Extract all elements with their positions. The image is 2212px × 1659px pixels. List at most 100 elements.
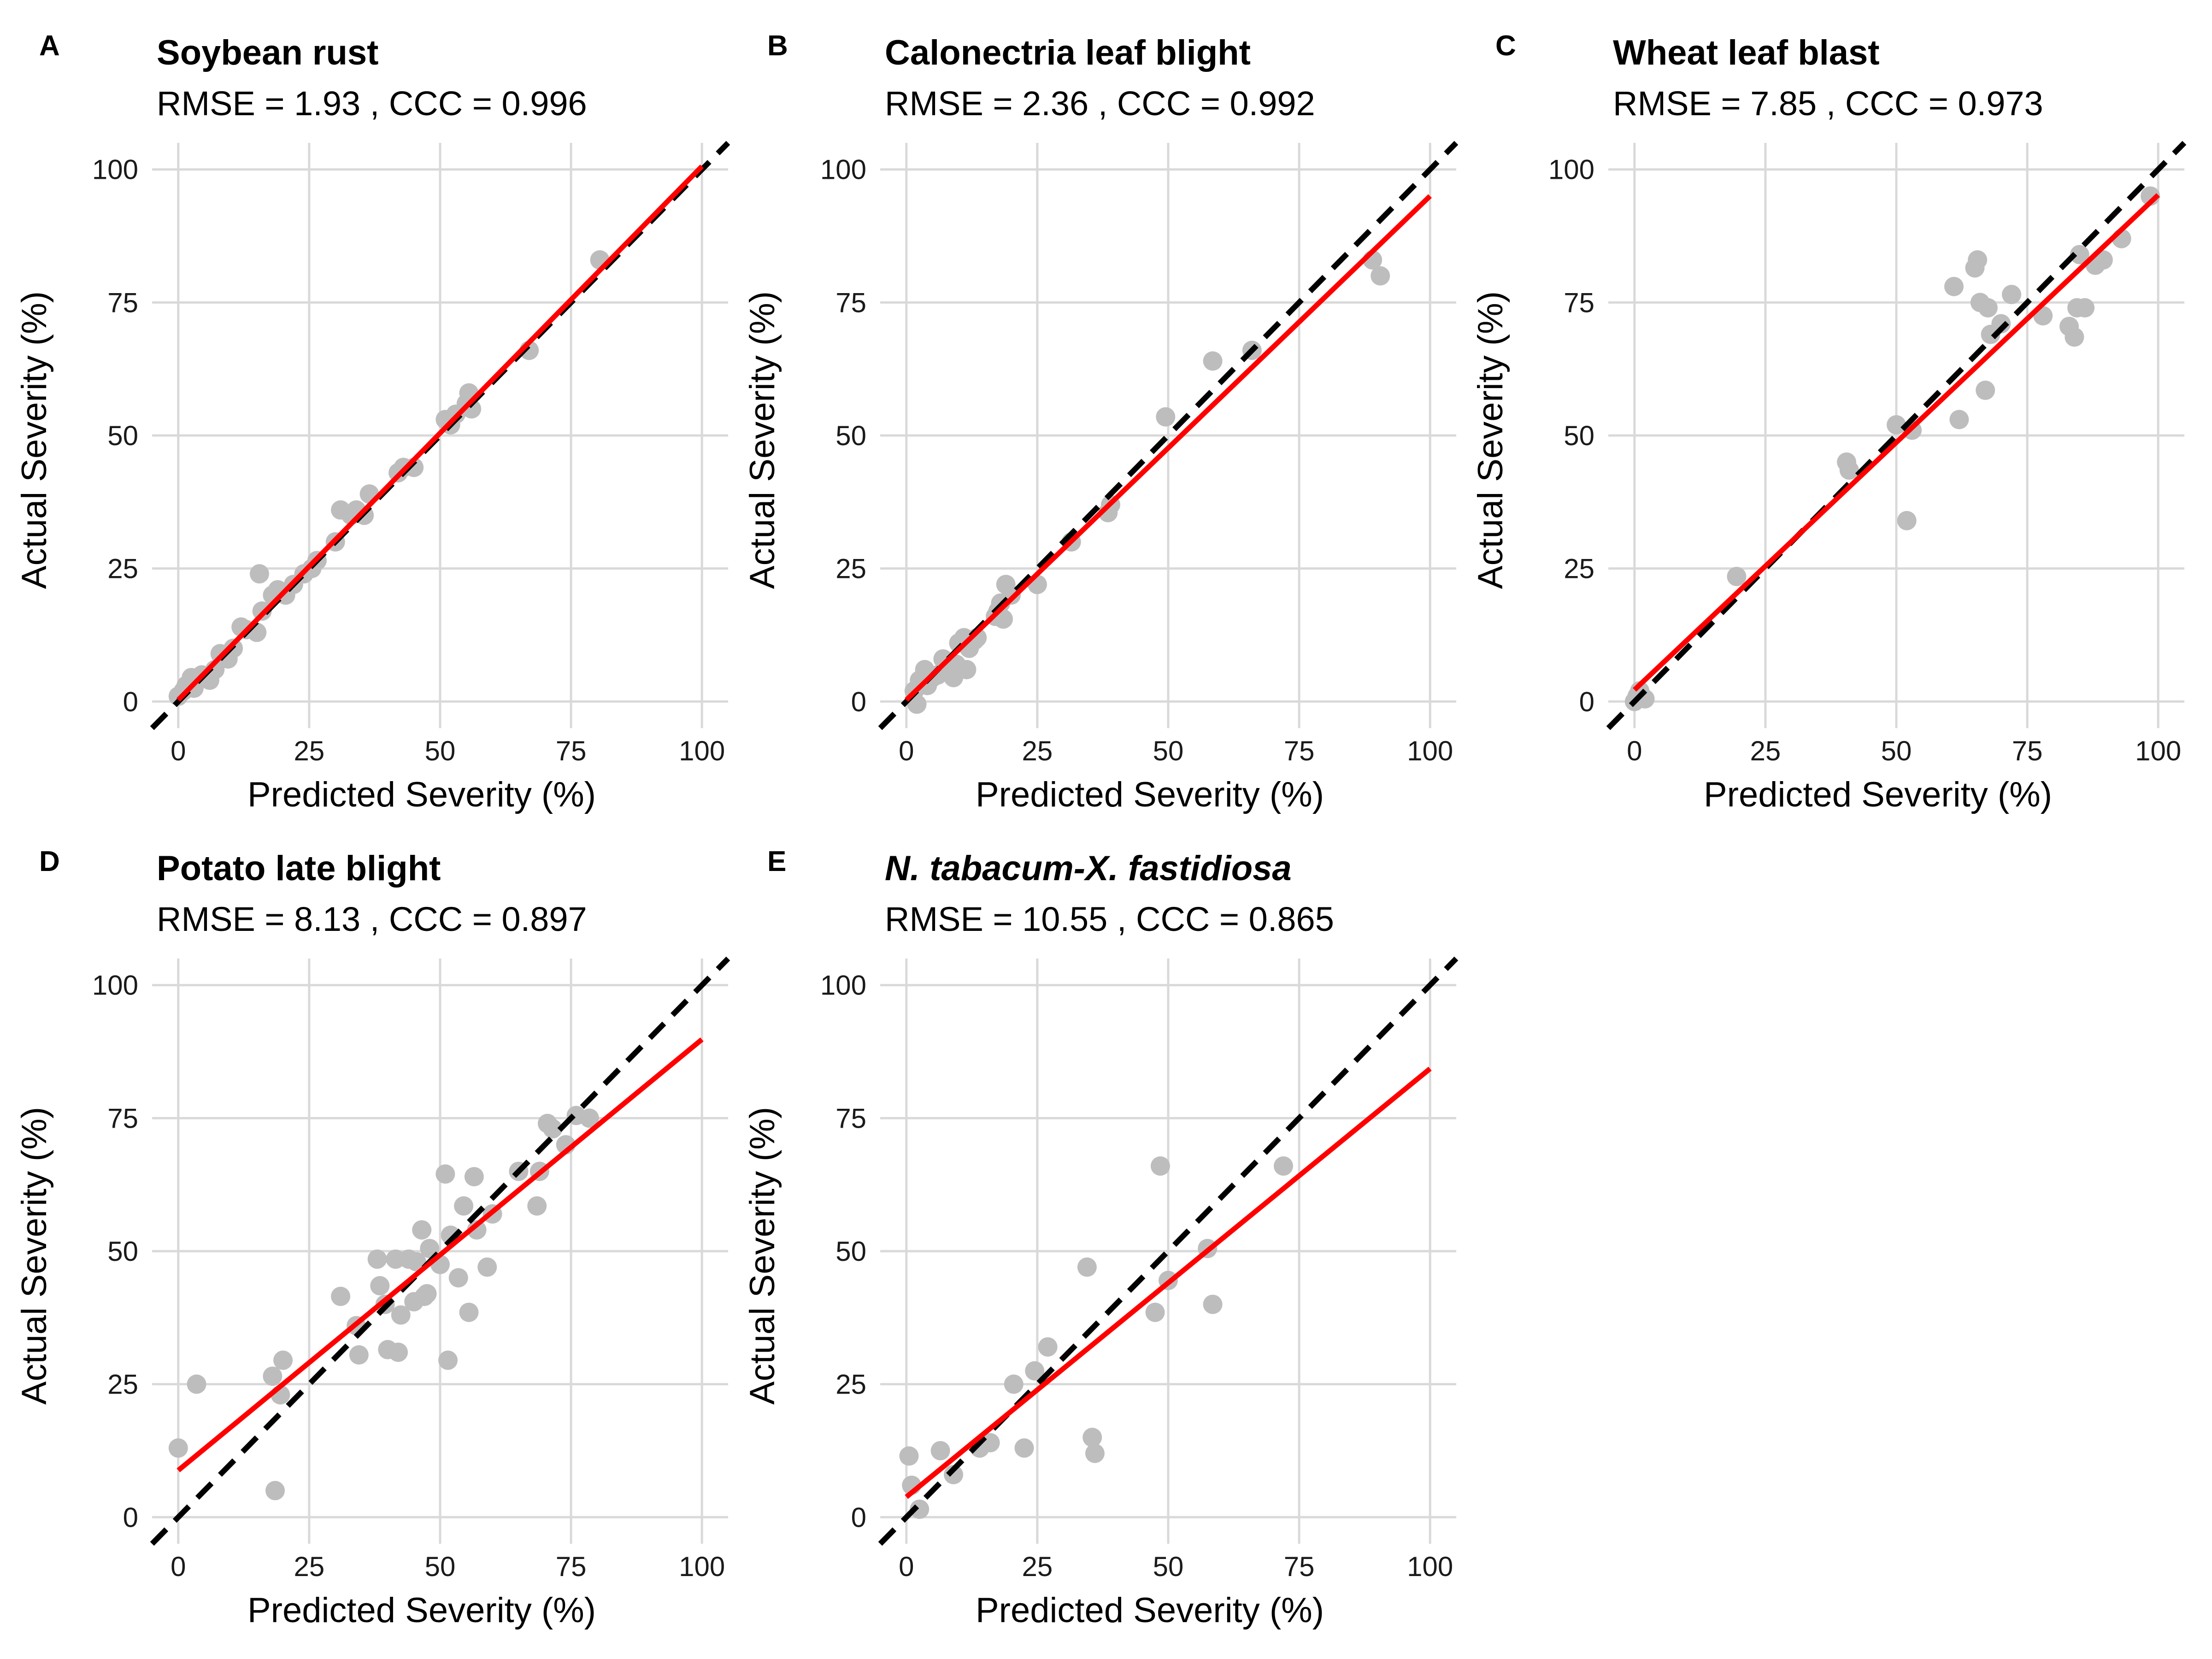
- x-tick-label: 100: [1407, 735, 1453, 766]
- separator: ,: [360, 84, 389, 123]
- y-tick-label: 50: [107, 1236, 138, 1267]
- panel-stats: RMSE = 2.36 , CCC = 0.992: [885, 84, 1315, 123]
- y-tick-label: 50: [835, 420, 866, 451]
- x-tick-label: 100: [679, 1551, 725, 1582]
- x-tick-label: 50: [1881, 735, 1912, 766]
- x-tick-label: 0: [171, 1551, 186, 1582]
- data-point: [1897, 511, 1917, 530]
- panel-e: 0 25 50 75 100 0 25 50 75 100 Predicted Severity (…: [743, 846, 1459, 1630]
- data-point: [527, 1196, 547, 1216]
- panel-letter: E: [767, 846, 786, 877]
- data-point: [1004, 1374, 1024, 1394]
- data-point: [899, 1446, 919, 1466]
- panel-title: Soybean rust: [157, 33, 378, 72]
- fit-line: [176, 1037, 704, 1472]
- data-point: [944, 1465, 964, 1484]
- y-axis-title: Actual Severity (%): [15, 1107, 54, 1405]
- y-tick-label: 0: [123, 1502, 138, 1533]
- data-point: [1085, 1443, 1105, 1463]
- y-tick-label: 50: [1564, 420, 1594, 451]
- panel-stats: RMSE = 10.55 , CCC = 0.865: [885, 900, 1334, 938]
- data-point: [263, 1366, 282, 1386]
- x-tick-label: 50: [1153, 735, 1184, 766]
- panel-letter: C: [1495, 30, 1516, 62]
- rmse-label: RMSE =: [885, 84, 1013, 123]
- x-tick-label: 75: [556, 1551, 587, 1582]
- data-point: [2075, 298, 2095, 318]
- rmse-label: RMSE =: [885, 900, 1013, 938]
- panel-stats: RMSE = 1.93 , CCC = 0.996: [157, 84, 587, 123]
- data-point: [1077, 1257, 1097, 1277]
- panel-stats: RMSE = 7.85 , CCC = 0.973: [1613, 84, 2043, 123]
- ccc-value: 0.897: [492, 900, 587, 938]
- panel-stats: RMSE = 8.13 , CCC = 0.897: [157, 900, 587, 938]
- data-point: [1944, 276, 1964, 296]
- x-tick-label: 75: [556, 735, 587, 766]
- rmse-label: RMSE =: [157, 900, 285, 938]
- separator: ,: [1107, 900, 1136, 938]
- rmse-value: 2.36: [1013, 84, 1089, 123]
- y-axis-title: Actual Severity (%): [15, 291, 54, 589]
- data-point: [2093, 250, 2113, 270]
- data-point: [412, 1220, 432, 1240]
- data-point: [957, 660, 977, 679]
- y-tick-label: 75: [1564, 287, 1594, 318]
- data-point: [1949, 410, 1969, 429]
- panel-letter: A: [39, 30, 60, 62]
- rmse-value: 8.13: [285, 900, 361, 938]
- data-point: [367, 1249, 387, 1269]
- data-point: [1038, 1337, 1058, 1357]
- data-point: [187, 1374, 206, 1394]
- data-point: [417, 1284, 437, 1304]
- panel-a: 0 25 50 75 100 0 25 50 75 100 Predicted Severity (…: [15, 30, 730, 814]
- data-point: [1887, 415, 1906, 435]
- data-point: [930, 1441, 950, 1460]
- panel-title: Wheat leaf blast: [1613, 33, 1880, 72]
- rmse-label: RMSE =: [1613, 84, 1741, 123]
- x-tick-label: 25: [294, 735, 325, 766]
- data-point: [1082, 1428, 1102, 1447]
- rmse-label: RMSE =: [157, 84, 285, 123]
- data-point: [543, 1119, 563, 1139]
- y-tick-label: 0: [851, 686, 866, 717]
- ccc-value: 0.973: [1948, 84, 2043, 123]
- y-tick-label: 25: [107, 553, 138, 584]
- panel-c: 0 25 50 75 100 0 25 50 75 100 Predicted Severity (…: [1471, 30, 2187, 814]
- ccc-label: CCC =: [1136, 900, 1239, 938]
- data-point: [1274, 1156, 1293, 1176]
- y-tick-label: 75: [107, 1103, 138, 1134]
- panel-d: 0 25 50 75 100 0 25 50 75 100 Predicted Severity (…: [15, 846, 730, 1630]
- fit-line: [905, 1066, 1432, 1499]
- data-point: [265, 1481, 285, 1500]
- data-point: [1976, 380, 1995, 400]
- data-point: [331, 1287, 351, 1306]
- y-tick-label: 75: [107, 287, 138, 318]
- y-tick-label: 25: [1564, 553, 1594, 584]
- data-point: [1991, 314, 2011, 334]
- identity-line: [1606, 141, 2187, 730]
- y-tick-label: 100: [820, 154, 866, 185]
- data-point: [464, 1167, 484, 1187]
- x-tick-label: 75: [1284, 735, 1315, 766]
- panel-b: 0 25 50 75 100 0 25 50 75 100 Predicted Severity (…: [743, 30, 1459, 814]
- x-tick-label: 25: [1750, 735, 1781, 766]
- data-point: [406, 1252, 426, 1272]
- y-tick-label: 50: [107, 420, 138, 451]
- data-point: [910, 1499, 930, 1519]
- data-point: [1156, 407, 1176, 427]
- data-point: [477, 1257, 497, 1277]
- data-point: [1203, 1294, 1223, 1314]
- ccc-label: CCC =: [389, 84, 492, 123]
- data-point: [273, 1350, 293, 1370]
- ccc-label: CCC =: [1117, 84, 1220, 123]
- ccc-label: CCC =: [389, 900, 492, 938]
- separator: ,: [1817, 84, 1845, 123]
- data-point: [168, 1438, 188, 1458]
- data-point: [1978, 298, 1998, 318]
- data-point: [448, 1268, 468, 1288]
- x-axis-title: Predicted Severity (%): [247, 775, 596, 814]
- data-point: [1145, 1302, 1165, 1322]
- x-tick-label: 0: [171, 735, 186, 766]
- data-point: [249, 564, 269, 584]
- x-tick-label: 50: [425, 1551, 456, 1582]
